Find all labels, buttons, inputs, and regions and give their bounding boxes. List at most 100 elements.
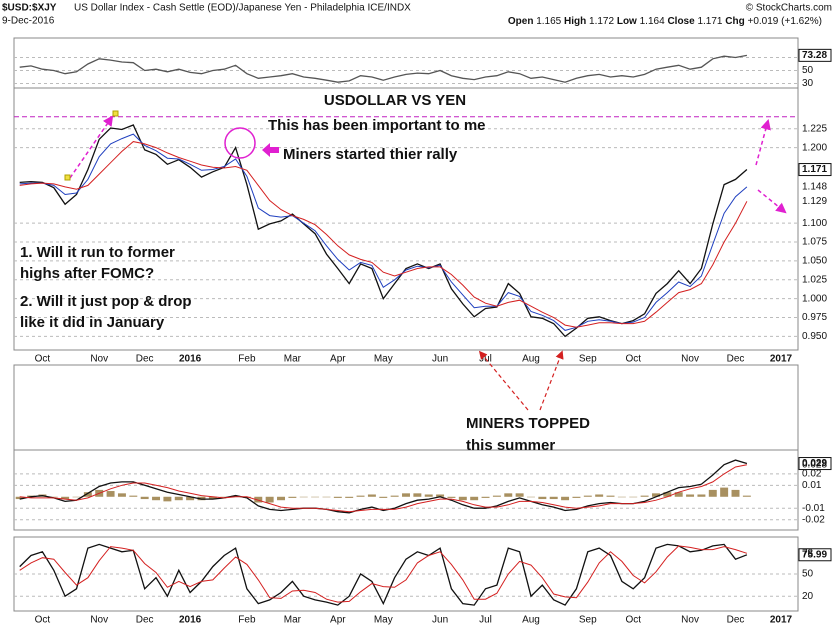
x-tick-label: Nov [90,615,108,626]
histogram-bar [527,496,535,498]
y-tick-label: 30 [802,78,814,89]
x-tick-label: 2016 [179,615,202,626]
x-tick-label: Aug [522,354,540,365]
histogram-bar [265,496,274,503]
quote-label: Chg [725,16,744,27]
description: US Dollar Index - Cash Settle (EOD)/Japa… [74,3,411,14]
x-tick-label: Aug [522,615,540,626]
x-tick-label: Nov [90,354,108,365]
x-tick-label: Dec [136,354,154,365]
series-line [19,545,748,603]
histogram-bar [356,495,365,497]
y-tick-label: 0.01 [802,480,822,491]
histogram-bar [561,496,570,501]
x-tick-label: Jun [432,615,448,626]
symbol: $USD:$XJY [2,3,57,14]
arrow [478,350,529,411]
series-line [19,141,748,328]
quote-value: 1.172 [589,16,614,27]
last-value-label: 1.129 [802,196,827,207]
histogram-bar [572,496,581,498]
histogram-bar [15,496,24,500]
plots: 70503073.281.2251.2001.1001.0751.0501.02… [13,37,832,626]
x-tick-label: Sep [579,615,597,626]
y-tick-label: 1.050 [802,256,827,267]
histogram-bar [504,493,513,497]
histogram-bar [549,496,558,500]
y-tick-label: 1.025 [802,274,827,285]
x-tick-label: Apr [330,354,346,365]
quote-value: +0.019 (+1.62%) [748,16,823,27]
histogram-bar [606,495,615,497]
x-tick-label: Feb [238,615,256,626]
histogram-bar [731,489,740,497]
histogram-bar [288,496,297,498]
last-value-label: 78 [802,548,814,559]
x-tick-label: Jun [432,354,448,365]
x-tick-label: Sep [579,354,597,365]
histogram-bar [651,493,660,497]
annotation: MINERS TOPPED [466,415,590,432]
series-line [19,464,747,513]
arrow [69,115,114,179]
annotation: like it did in January [20,314,165,331]
x-tick-label: Oct [35,354,51,365]
histogram-bar [629,496,638,498]
series-line [19,543,748,606]
x-tick-label: Feb [238,354,256,365]
x-tick-label: Dec [727,354,745,365]
y-tick-label: 50 [802,65,814,76]
histogram-bar [129,495,138,497]
histogram-bar [72,496,81,498]
x-tick-label: Dec [727,615,745,626]
x-tick-label: May [374,615,393,626]
histogram-bar [583,495,592,497]
annotation: this summer [466,437,555,454]
quote-value: 1.171 [697,16,722,27]
histogram-bar [515,493,524,497]
value-box [798,548,832,562]
y-tick-label: 20 [802,591,814,602]
histogram-bar [117,493,126,497]
histogram-bar [277,496,285,501]
last-value-label: 73.28 [802,50,827,61]
histogram-bar [140,496,149,500]
annotation: 1. Will it run to former [20,244,175,261]
y-tick-label: 0.975 [802,312,827,323]
histogram-bar [595,494,604,497]
quote-label: Close [667,16,695,27]
y-tick-label: 1.100 [802,218,827,229]
histogram-bar [367,494,376,497]
histogram-bar [481,496,490,498]
histogram-bar [436,494,445,497]
highlight-circle [224,127,256,159]
histogram-bar [402,493,410,497]
histogram-bar [345,496,354,498]
arrow [755,118,771,166]
panel [13,364,799,531]
marker [64,174,71,181]
histogram-bar [49,496,58,498]
histogram-bar [333,496,342,498]
histogram-bar [674,492,683,497]
y-tick-label: 50 [802,569,814,580]
histogram-bar [720,487,729,497]
last-value-label: 0.028 [802,459,827,470]
y-tick-label: 0.02 [802,468,822,479]
y-tick-label: 1.225 [802,123,827,134]
panel [13,87,799,351]
histogram-bar [83,492,92,497]
x-tick-label: May [374,354,393,365]
marker [112,110,119,117]
histogram-bar [492,495,501,497]
x-tick-label: Oct [35,615,51,626]
last-value-label: 1.171 [802,164,827,175]
y-tick-label: -0.02 [802,514,825,525]
x-tick-label: 2017 [770,615,793,626]
quote-label: Low [617,16,637,27]
histogram-bar [742,495,751,497]
annotation: highs after FOMC? [20,265,154,282]
annotation: This has been important to me [268,117,486,134]
histogram-bar [61,496,70,500]
